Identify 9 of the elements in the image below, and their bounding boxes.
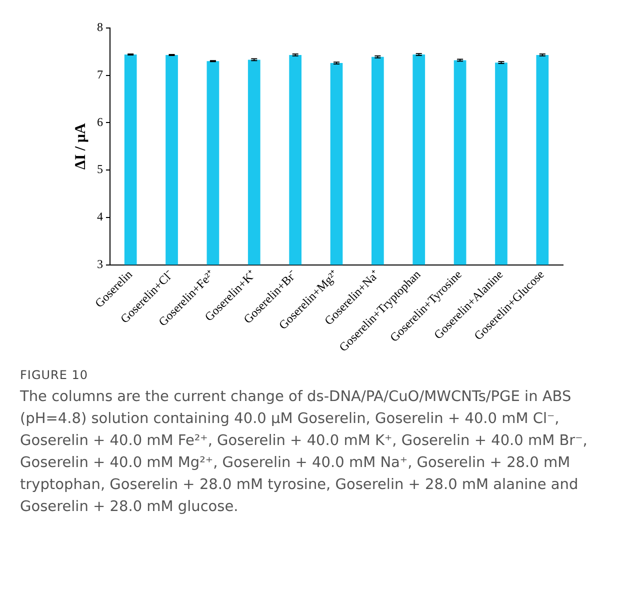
y-tick-label: 7: [97, 68, 103, 82]
caption: FIGURE 10: [20, 368, 90, 382]
y-tick-label: 6: [97, 114, 103, 129]
y-tick-label: 5: [97, 162, 103, 176]
y-tick-label: 4: [97, 210, 103, 224]
text: The columns are the current change of ds-DNA/PA/CuO/MWCNTs/PGE in ABS (pH=4.8) solution containing 40.0 µM Goserelin, Goserelin + 40.0 mM Cl⁻, Goserelin + 40.0 mM Fe²⁺, Goserelin + 40.0 mM K⁺, Goserelin + 40.0 mM Br⁻, Goserelin + 40.0 mM Mg²⁺, Goserelin + 40.0 mM Na⁺, Goserelin + 28.0 mM tryptophan, Goserelin + 28.0 mM tyrosine, Goserelin + 28.0 mM alanine and Goserelin + 28.0 mM glucose.: [20, 388, 588, 517]
y-axis-title: ΔI / µA: [72, 123, 89, 170]
y-tick-label: 3: [97, 256, 103, 271]
y-tick-label: 8: [97, 20, 103, 34]
